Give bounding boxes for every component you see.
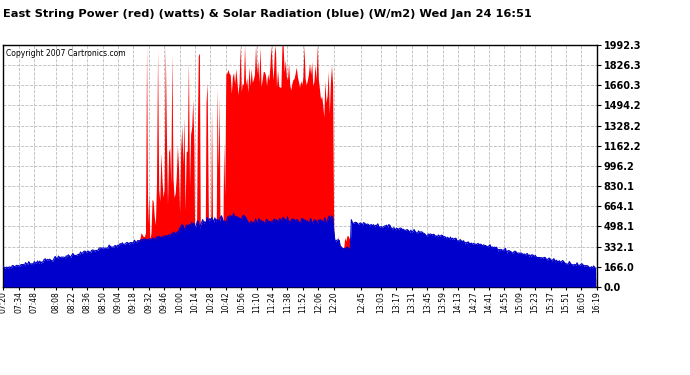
Text: East String Power (red) (watts) & Solar Radiation (blue) (W/m2) Wed Jan 24 16:51: East String Power (red) (watts) & Solar … [3, 9, 532, 20]
Text: Copyright 2007 Cartronics.com: Copyright 2007 Cartronics.com [6, 49, 126, 58]
